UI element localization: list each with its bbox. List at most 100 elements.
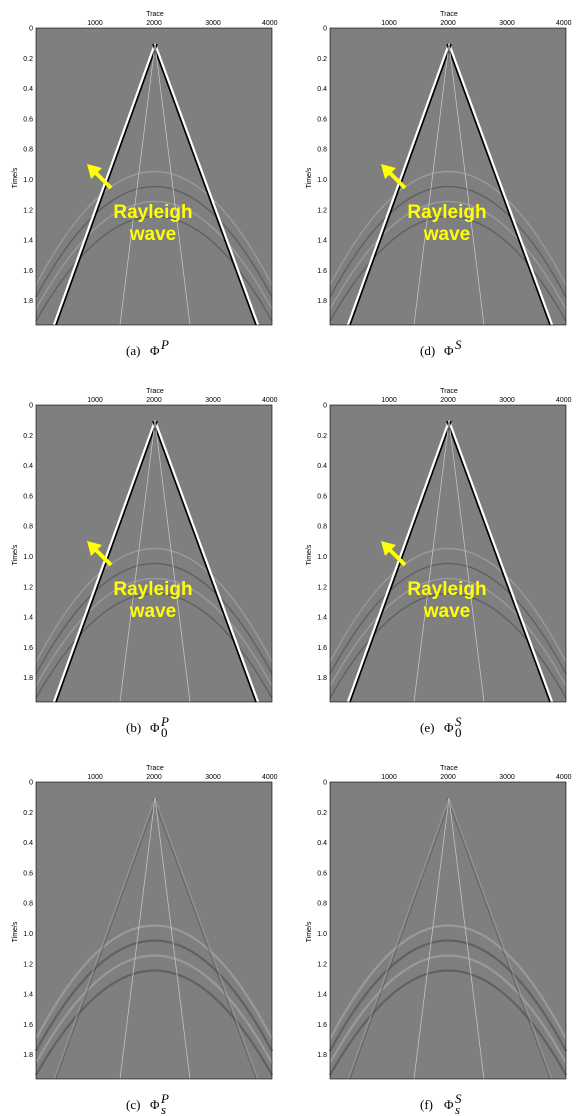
event [35, 924, 273, 1040]
annotation: Rayleigh [113, 579, 192, 600]
x-axis-label: Trace [440, 11, 458, 18]
y-tick-label: 1.8 [317, 675, 327, 682]
direct-wave [346, 420, 554, 703]
y-tick-label: 0 [323, 403, 327, 410]
y-tick-label: 1.4 [317, 615, 327, 622]
event [35, 578, 273, 687]
inner-wave [413, 797, 485, 1080]
y-tick-label: 1.2 [317, 961, 327, 968]
caption-symbol: Φ [150, 1097, 160, 1112]
x-axis-label: Trace [146, 765, 164, 772]
x-tick-label: 3000 [499, 774, 515, 781]
y-tick-label: 0.4 [317, 840, 327, 847]
arrow-head [87, 541, 102, 556]
event [329, 215, 567, 322]
panel: Trace 1000 2000 3000 4000 0 0.2 0.4 0.6 0.8 1.0 1.2… [12, 11, 278, 358]
y-tick-label: 1.0 [317, 554, 327, 561]
x-axis-label: Trace [440, 765, 458, 772]
event [329, 969, 567, 1076]
x-tick-label: 3000 [499, 397, 515, 404]
caption-subscript: s [455, 1102, 460, 1116]
direct-wave [53, 797, 259, 1080]
x-tick-label: 3000 [499, 20, 515, 27]
x-tick-label: 2000 [440, 397, 456, 404]
inner-wave [413, 420, 485, 703]
y-tick-label: 0.2 [317, 810, 327, 817]
y-tick-label: 1.8 [23, 298, 33, 305]
caption-superscript: S [455, 1091, 462, 1106]
caption-label: (d) [420, 343, 435, 358]
inner-wave [119, 797, 191, 1080]
plot-frame [329, 781, 567, 1080]
y-tick-label: 0 [323, 26, 327, 33]
caption-label: (f) [420, 1097, 433, 1112]
event [35, 201, 273, 310]
caption-symbol: Φ [444, 720, 454, 735]
event [35, 939, 273, 1052]
seismic-image [36, 28, 272, 325]
caption-subscript: s [161, 1102, 166, 1116]
y-tick-label: 0.6 [317, 870, 327, 877]
seismic-image [330, 782, 566, 1079]
direct-wave [55, 797, 257, 1080]
x-tick-label: 4000 [262, 20, 278, 27]
event [329, 548, 567, 663]
y-tick-label: 0.4 [23, 86, 33, 93]
x-tick-label: 1000 [87, 397, 103, 404]
inner-wave [413, 43, 485, 326]
event [35, 969, 273, 1076]
x-tick-label: 1000 [87, 20, 103, 27]
event [329, 592, 567, 699]
annotation: wave [423, 601, 470, 622]
y-tick-label: 1.2 [23, 961, 33, 968]
y-tick-label: 1.6 [23, 1022, 33, 1029]
y-tick-label: 0.2 [317, 56, 327, 63]
plot-frame [35, 404, 273, 703]
caption-symbol: Φ [150, 343, 160, 358]
panel: Trace 1000 2000 3000 4000 0 0.2 0.4 0.6 0.8 1.0 1.2… [12, 388, 278, 740]
annotation: Rayleigh [407, 579, 486, 600]
y-tick-label: 1.2 [317, 207, 327, 214]
y-tick-label: 1.2 [23, 207, 33, 214]
y-tick-label: 0.8 [317, 147, 327, 154]
caption-superscript: P [160, 1091, 169, 1106]
y-tick-label: 1.4 [317, 238, 327, 245]
annotation: wave [129, 224, 176, 245]
y-tick-label: 0.2 [23, 433, 33, 440]
x-tick-label: 2000 [146, 20, 162, 27]
caption-superscript: S [455, 337, 462, 352]
y-axis-label: Time/s [12, 544, 19, 565]
annotation: wave [129, 601, 176, 622]
event [329, 201, 567, 310]
y-tick-label: 0.8 [23, 524, 33, 531]
y-tick-label: 1.0 [317, 931, 327, 938]
event [35, 171, 273, 286]
x-tick-label: 3000 [205, 774, 221, 781]
y-tick-label: 0.4 [23, 840, 33, 847]
y-tick-label: 1.0 [317, 177, 327, 184]
y-tick-label: 0.8 [23, 901, 33, 908]
y-tick-label: 1.2 [23, 584, 33, 591]
seismic-image [36, 405, 272, 702]
caption-symbol: Φ [444, 1097, 454, 1112]
y-tick-label: 1.8 [317, 1052, 327, 1059]
caption-superscript: P [160, 714, 169, 729]
x-tick-label: 1000 [87, 774, 103, 781]
event [329, 954, 567, 1064]
y-axis-label: Time/s [12, 921, 19, 942]
direct-wave [52, 420, 260, 703]
y-tick-label: 1.0 [23, 554, 33, 561]
y-tick-label: 1.6 [317, 268, 327, 275]
x-tick-label: 1000 [381, 774, 397, 781]
y-tick-label: 0.6 [317, 493, 327, 500]
direct-wave [346, 43, 554, 326]
y-tick-label: 0.4 [23, 463, 33, 470]
plot-frame [35, 781, 273, 1080]
y-axis-label: Time/s [306, 544, 313, 565]
y-tick-label: 1.4 [23, 615, 33, 622]
caption-superscript: P [160, 337, 169, 352]
plot-frame [329, 404, 567, 703]
annotation: Rayleigh [407, 202, 486, 223]
event [35, 563, 273, 675]
arrow-head [381, 164, 396, 179]
